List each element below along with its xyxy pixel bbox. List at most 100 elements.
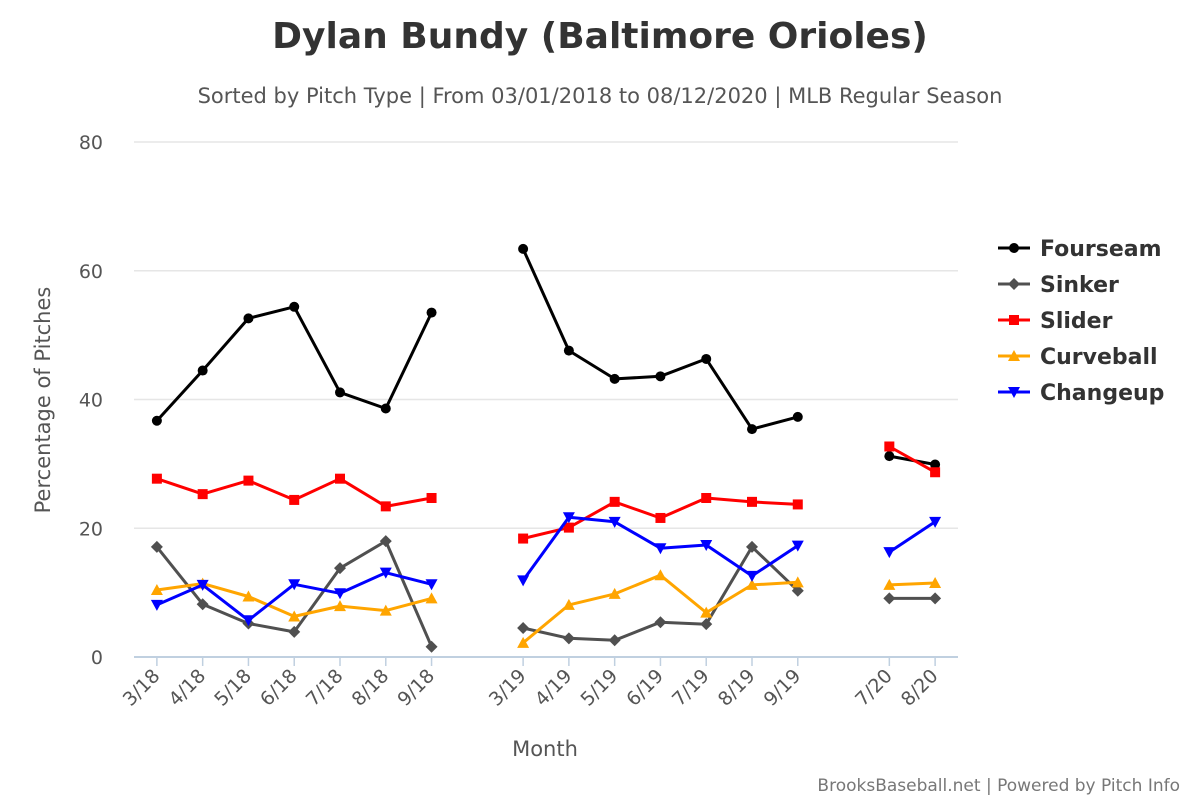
data-point-fourseam[interactable] [655, 371, 666, 382]
data-point-slider[interactable] [151, 473, 162, 484]
data-point-curveball[interactable] [791, 576, 804, 588]
data-point-curveball[interactable] [608, 587, 621, 599]
legend-marker [1008, 350, 1020, 361]
data-point-slider[interactable] [243, 475, 254, 486]
data-point-fourseam[interactable] [884, 451, 895, 462]
data-point-curveball[interactable] [334, 600, 346, 612]
data-point-fourseam[interactable] [335, 387, 345, 398]
series-slider [151, 441, 941, 544]
legend-item-fourseam[interactable]: Fourseam [998, 237, 1162, 262]
data-point-slider[interactable] [701, 492, 712, 503]
data-point-curveball[interactable] [517, 636, 530, 648]
data-point-fourseam[interactable] [701, 353, 712, 364]
data-point-slider[interactable] [609, 496, 620, 507]
data-point-fourseam[interactable] [930, 459, 941, 470]
data-point-changeup[interactable] [288, 579, 301, 591]
data-point-fourseam[interactable] [243, 313, 254, 324]
legend-item-curveball[interactable]: Curveball [998, 345, 1158, 370]
data-point-slider[interactable] [289, 494, 300, 505]
series-line-fourseam [155, 248, 936, 466]
data-point-sinker[interactable] [608, 634, 621, 647]
data-point-curveball[interactable] [379, 604, 392, 616]
data-point-curveball[interactable] [883, 578, 896, 590]
data-point-slider[interactable] [655, 512, 666, 523]
data-point-sinker[interactable] [700, 618, 713, 631]
data-point-slider[interactable] [747, 496, 757, 507]
legend-item-slider[interactable]: Slider [998, 309, 1113, 334]
x-tick-label: 8/20 [897, 665, 943, 711]
legend-item-sinker[interactable]: Sinker [998, 273, 1119, 298]
x-tick-label: 6/18 [256, 665, 302, 711]
data-point-fourseam[interactable] [609, 373, 620, 384]
data-point-sinker[interactable] [746, 540, 758, 553]
data-point-sinker[interactable] [517, 622, 530, 635]
data-point-slider[interactable] [518, 533, 529, 544]
data-point-changeup[interactable] [425, 579, 438, 591]
data-point-fourseam[interactable] [151, 415, 162, 426]
x-tick-label: 3/19 [485, 665, 531, 711]
data-point-sinker[interactable] [929, 592, 942, 605]
data-point-sinker[interactable] [334, 562, 346, 575]
data-point-fourseam[interactable] [518, 243, 529, 254]
legend: Fourseam Sinker Slider Curveball Changeup [998, 237, 1164, 406]
data-point-slider[interactable] [884, 441, 895, 452]
data-point-changeup[interactable] [791, 540, 804, 552]
data-point-fourseam[interactable] [792, 411, 803, 422]
data-point-fourseam[interactable] [197, 365, 208, 376]
data-point-curveball[interactable] [746, 578, 758, 590]
data-point-changeup[interactable] [517, 575, 530, 587]
data-point-fourseam[interactable] [563, 345, 574, 356]
legend-label: Slider [1040, 309, 1113, 334]
data-point-sinker[interactable] [379, 535, 392, 548]
data-point-changeup[interactable] [379, 567, 392, 579]
data-point-sinker[interactable] [562, 632, 575, 645]
data-point-fourseam[interactable] [380, 403, 391, 414]
data-point-fourseam[interactable] [289, 301, 300, 312]
data-point-changeup[interactable] [608, 516, 621, 528]
data-point-slider[interactable] [335, 473, 345, 484]
data-point-curveball[interactable] [654, 569, 667, 581]
data-point-sinker[interactable] [150, 540, 163, 553]
data-point-curveball[interactable] [425, 592, 438, 604]
data-point-changeup[interactable] [196, 579, 209, 591]
data-point-curveball[interactable] [562, 598, 575, 610]
data-point-sinker[interactable] [654, 616, 667, 629]
data-point-curveball[interactable] [700, 606, 713, 618]
data-point-changeup[interactable] [883, 547, 896, 559]
legend-item-changeup[interactable]: Changeup [998, 381, 1164, 406]
data-point-slider[interactable] [197, 489, 208, 500]
data-point-changeup[interactable] [242, 615, 255, 627]
x-tick-label: 5/19 [576, 665, 622, 711]
data-point-sinker[interactable] [425, 640, 438, 653]
x-tick-label: 4/19 [531, 665, 577, 711]
data-point-curveball[interactable] [929, 576, 942, 588]
x-tick-label: 9/19 [760, 665, 806, 711]
data-point-changeup[interactable] [654, 543, 667, 555]
data-point-curveball[interactable] [242, 590, 255, 602]
data-point-slider[interactable] [930, 467, 941, 478]
data-point-changeup[interactable] [562, 512, 575, 524]
data-point-sinker[interactable] [791, 584, 804, 597]
data-point-changeup[interactable] [150, 599, 163, 611]
data-point-changeup[interactable] [334, 588, 346, 600]
y-tick-label: 80 [79, 132, 103, 154]
legend-marker [1009, 243, 1019, 253]
data-point-changeup[interactable] [746, 570, 758, 582]
data-point-changeup[interactable] [929, 516, 942, 528]
y-axis-title: Percentage of Pitches [31, 287, 55, 514]
data-point-curveball[interactable] [150, 584, 163, 596]
data-point-fourseam[interactable] [426, 307, 437, 318]
x-axis-ticks: 3/18 4/18 5/18 6/18 7/18 8/18 9/18 3/19 4/19 5/19… [119, 657, 943, 711]
data-point-curveball[interactable] [288, 610, 301, 622]
data-point-fourseam[interactable] [747, 424, 757, 435]
x-tick-label: 8/18 [348, 665, 394, 711]
data-point-slider[interactable] [380, 501, 391, 512]
data-point-slider[interactable] [792, 499, 803, 510]
data-point-sinker[interactable] [196, 598, 209, 611]
data-point-slider[interactable] [563, 522, 574, 533]
data-point-sinker[interactable] [883, 592, 896, 605]
data-point-changeup[interactable] [700, 539, 713, 551]
data-point-slider[interactable] [426, 492, 437, 503]
data-point-sinker[interactable] [288, 625, 301, 638]
